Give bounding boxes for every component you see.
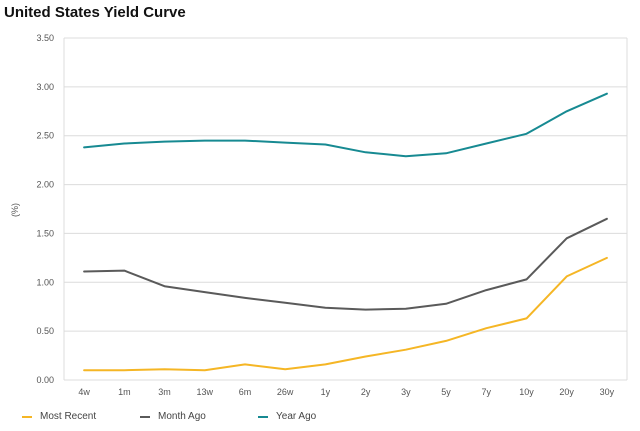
- legend-item: Month Ago: [140, 411, 206, 422]
- y-tick-label: 0.00: [36, 375, 54, 385]
- legend-swatch: [140, 415, 150, 418]
- y-tick-label: 0.50: [36, 326, 54, 336]
- x-tick-label: 30y: [600, 387, 615, 397]
- x-tick-label: 4w: [78, 387, 90, 397]
- legend-item: Year Ago: [258, 411, 316, 422]
- legend-swatch: [258, 415, 268, 418]
- legend-label: Month Ago: [158, 411, 206, 422]
- x-tick-label: 3m: [158, 387, 171, 397]
- x-tick-label: 6m: [239, 387, 252, 397]
- x-tick-label: 20y: [559, 387, 574, 397]
- x-tick-label: 10y: [519, 387, 534, 397]
- y-tick-label: 3.50: [36, 33, 54, 43]
- chart-legend: Most Recent Month Ago Year Ago: [0, 411, 640, 427]
- legend-swatch: [22, 415, 32, 418]
- x-tick-label: 13w: [196, 387, 213, 397]
- x-tick-label: 1m: [118, 387, 131, 397]
- x-tick-label: 1y: [321, 387, 331, 397]
- y-tick-label: 2.50: [36, 131, 54, 141]
- x-tick-label: 7y: [481, 387, 491, 397]
- y-axis-label: (%): [10, 203, 20, 217]
- y-tick-label: 1.00: [36, 277, 54, 287]
- y-tick-label: 3.00: [36, 82, 54, 92]
- x-tick-label: 5y: [441, 387, 451, 397]
- x-tick-label: 3y: [401, 387, 411, 397]
- chart-title: United States Yield Curve: [4, 4, 186, 21]
- line-chart: (%) 0.00 0.50 1.00 1.50 2.00 2.50 3.00 3.50 4w 1m…: [10, 33, 628, 397]
- y-tick-label: 2.00: [36, 180, 54, 190]
- series-line-year-ago: [83, 92, 608, 158]
- series-line-month-ago: [83, 217, 608, 311]
- series-line-most-recent: [83, 256, 608, 372]
- legend-item: Most Recent: [22, 411, 96, 422]
- legend-label: Year Ago: [276, 411, 317, 422]
- y-tick-label: 1.50: [36, 228, 54, 238]
- x-tick-label: 26w: [277, 387, 294, 397]
- legend-label: Most Recent: [40, 411, 97, 422]
- x-tick-label: 2y: [361, 387, 371, 397]
